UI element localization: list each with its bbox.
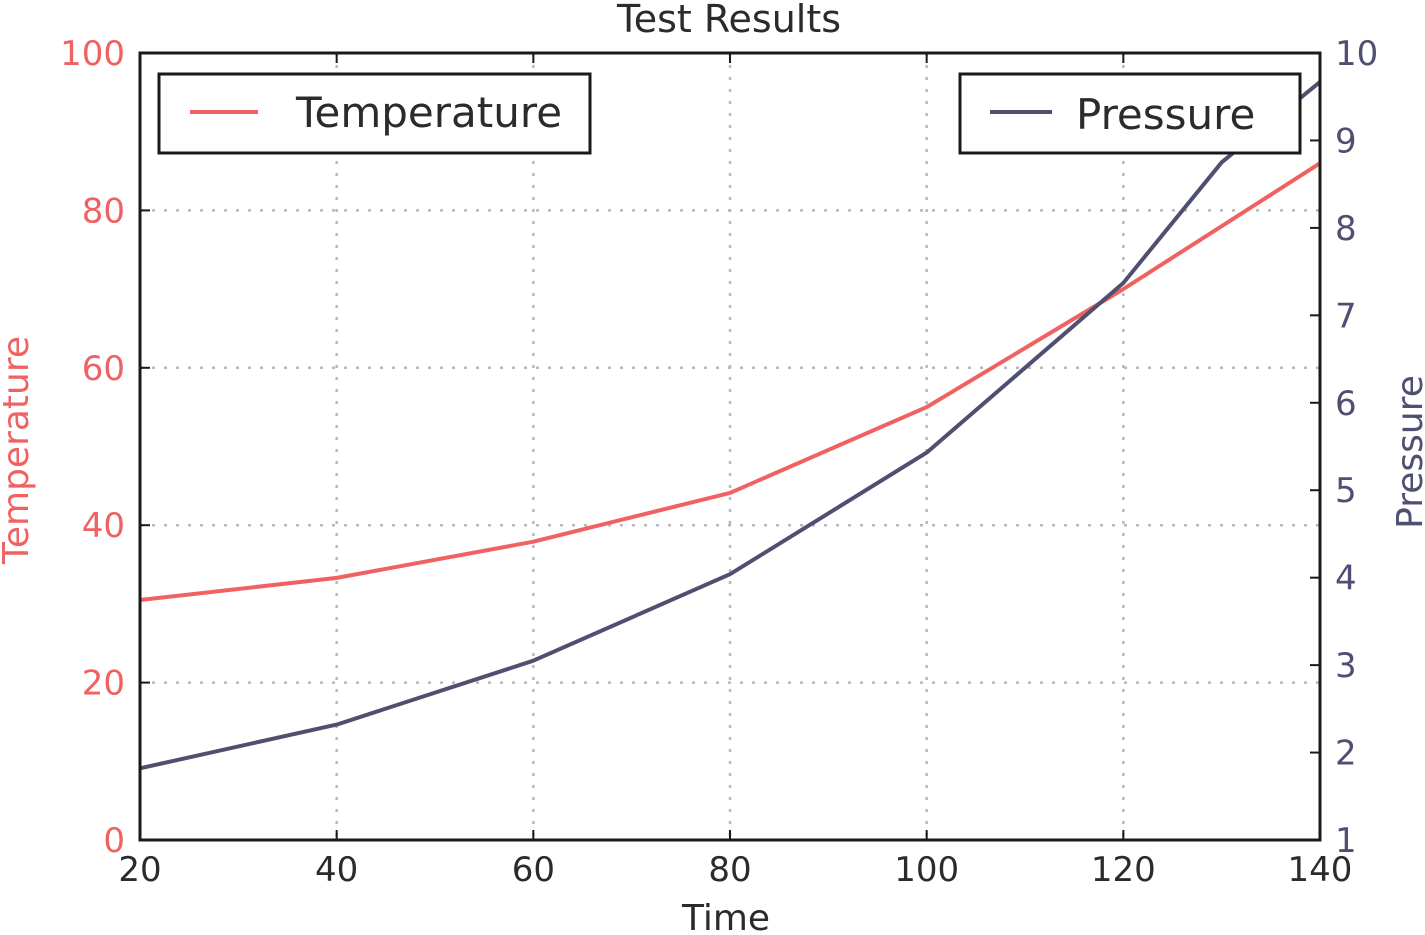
x-tick-label: 60 (512, 850, 555, 890)
x-tick-label: 100 (894, 850, 959, 890)
x-tick-label: 80 (708, 850, 751, 890)
legend-pressure-label: Pressure (1076, 90, 1255, 139)
series-lines (140, 80, 1320, 771)
plot-frame (138, 51, 1322, 842)
series-line-pressure (140, 80, 1320, 771)
y-right-tick-label: 10 (1335, 34, 1378, 74)
legend-temperature: Temperature (157, 72, 592, 155)
y-right-tick-label: 5 (1335, 471, 1357, 511)
y-right-tick-label: 9 (1335, 121, 1357, 161)
y-right-tick-label: 1 (1335, 821, 1357, 861)
legend-temperature-label: Temperature (295, 88, 562, 137)
y-right-tick-label: 6 (1335, 384, 1357, 424)
x-tick-label: 140 (1288, 850, 1353, 890)
y-right-tick-label: 7 (1335, 296, 1357, 336)
y-left-tick-label: 40 (82, 506, 125, 546)
y-axis-label-right: Pressure (1390, 375, 1425, 529)
y-right-tick-label: 2 (1335, 734, 1357, 774)
y-left-tick-label: 20 (82, 664, 125, 704)
x-axis-label: Time (681, 898, 770, 935)
y-axis-label-left: Temperature (0, 336, 37, 565)
series-line-temperature (140, 161, 1320, 602)
chart-title: Test Results (616, 0, 841, 41)
x-tick-label: 120 (1091, 850, 1156, 890)
x-tick-label: 20 (118, 850, 161, 890)
y-left-tick-label: 80 (82, 191, 125, 231)
y-right-tick-label: 3 (1335, 646, 1357, 686)
x-tick-label: 40 (315, 850, 358, 890)
y-left-tick-label: 100 (60, 34, 125, 74)
grid-lines (140, 53, 1320, 840)
legend-pressure: Pressure (958, 72, 1302, 155)
y-right-tick-label: 8 (1335, 209, 1357, 249)
y-left-tick-label: 0 (103, 821, 125, 861)
y-right-tick-label: 4 (1335, 559, 1357, 599)
y-left-tick-label: 60 (82, 349, 125, 389)
